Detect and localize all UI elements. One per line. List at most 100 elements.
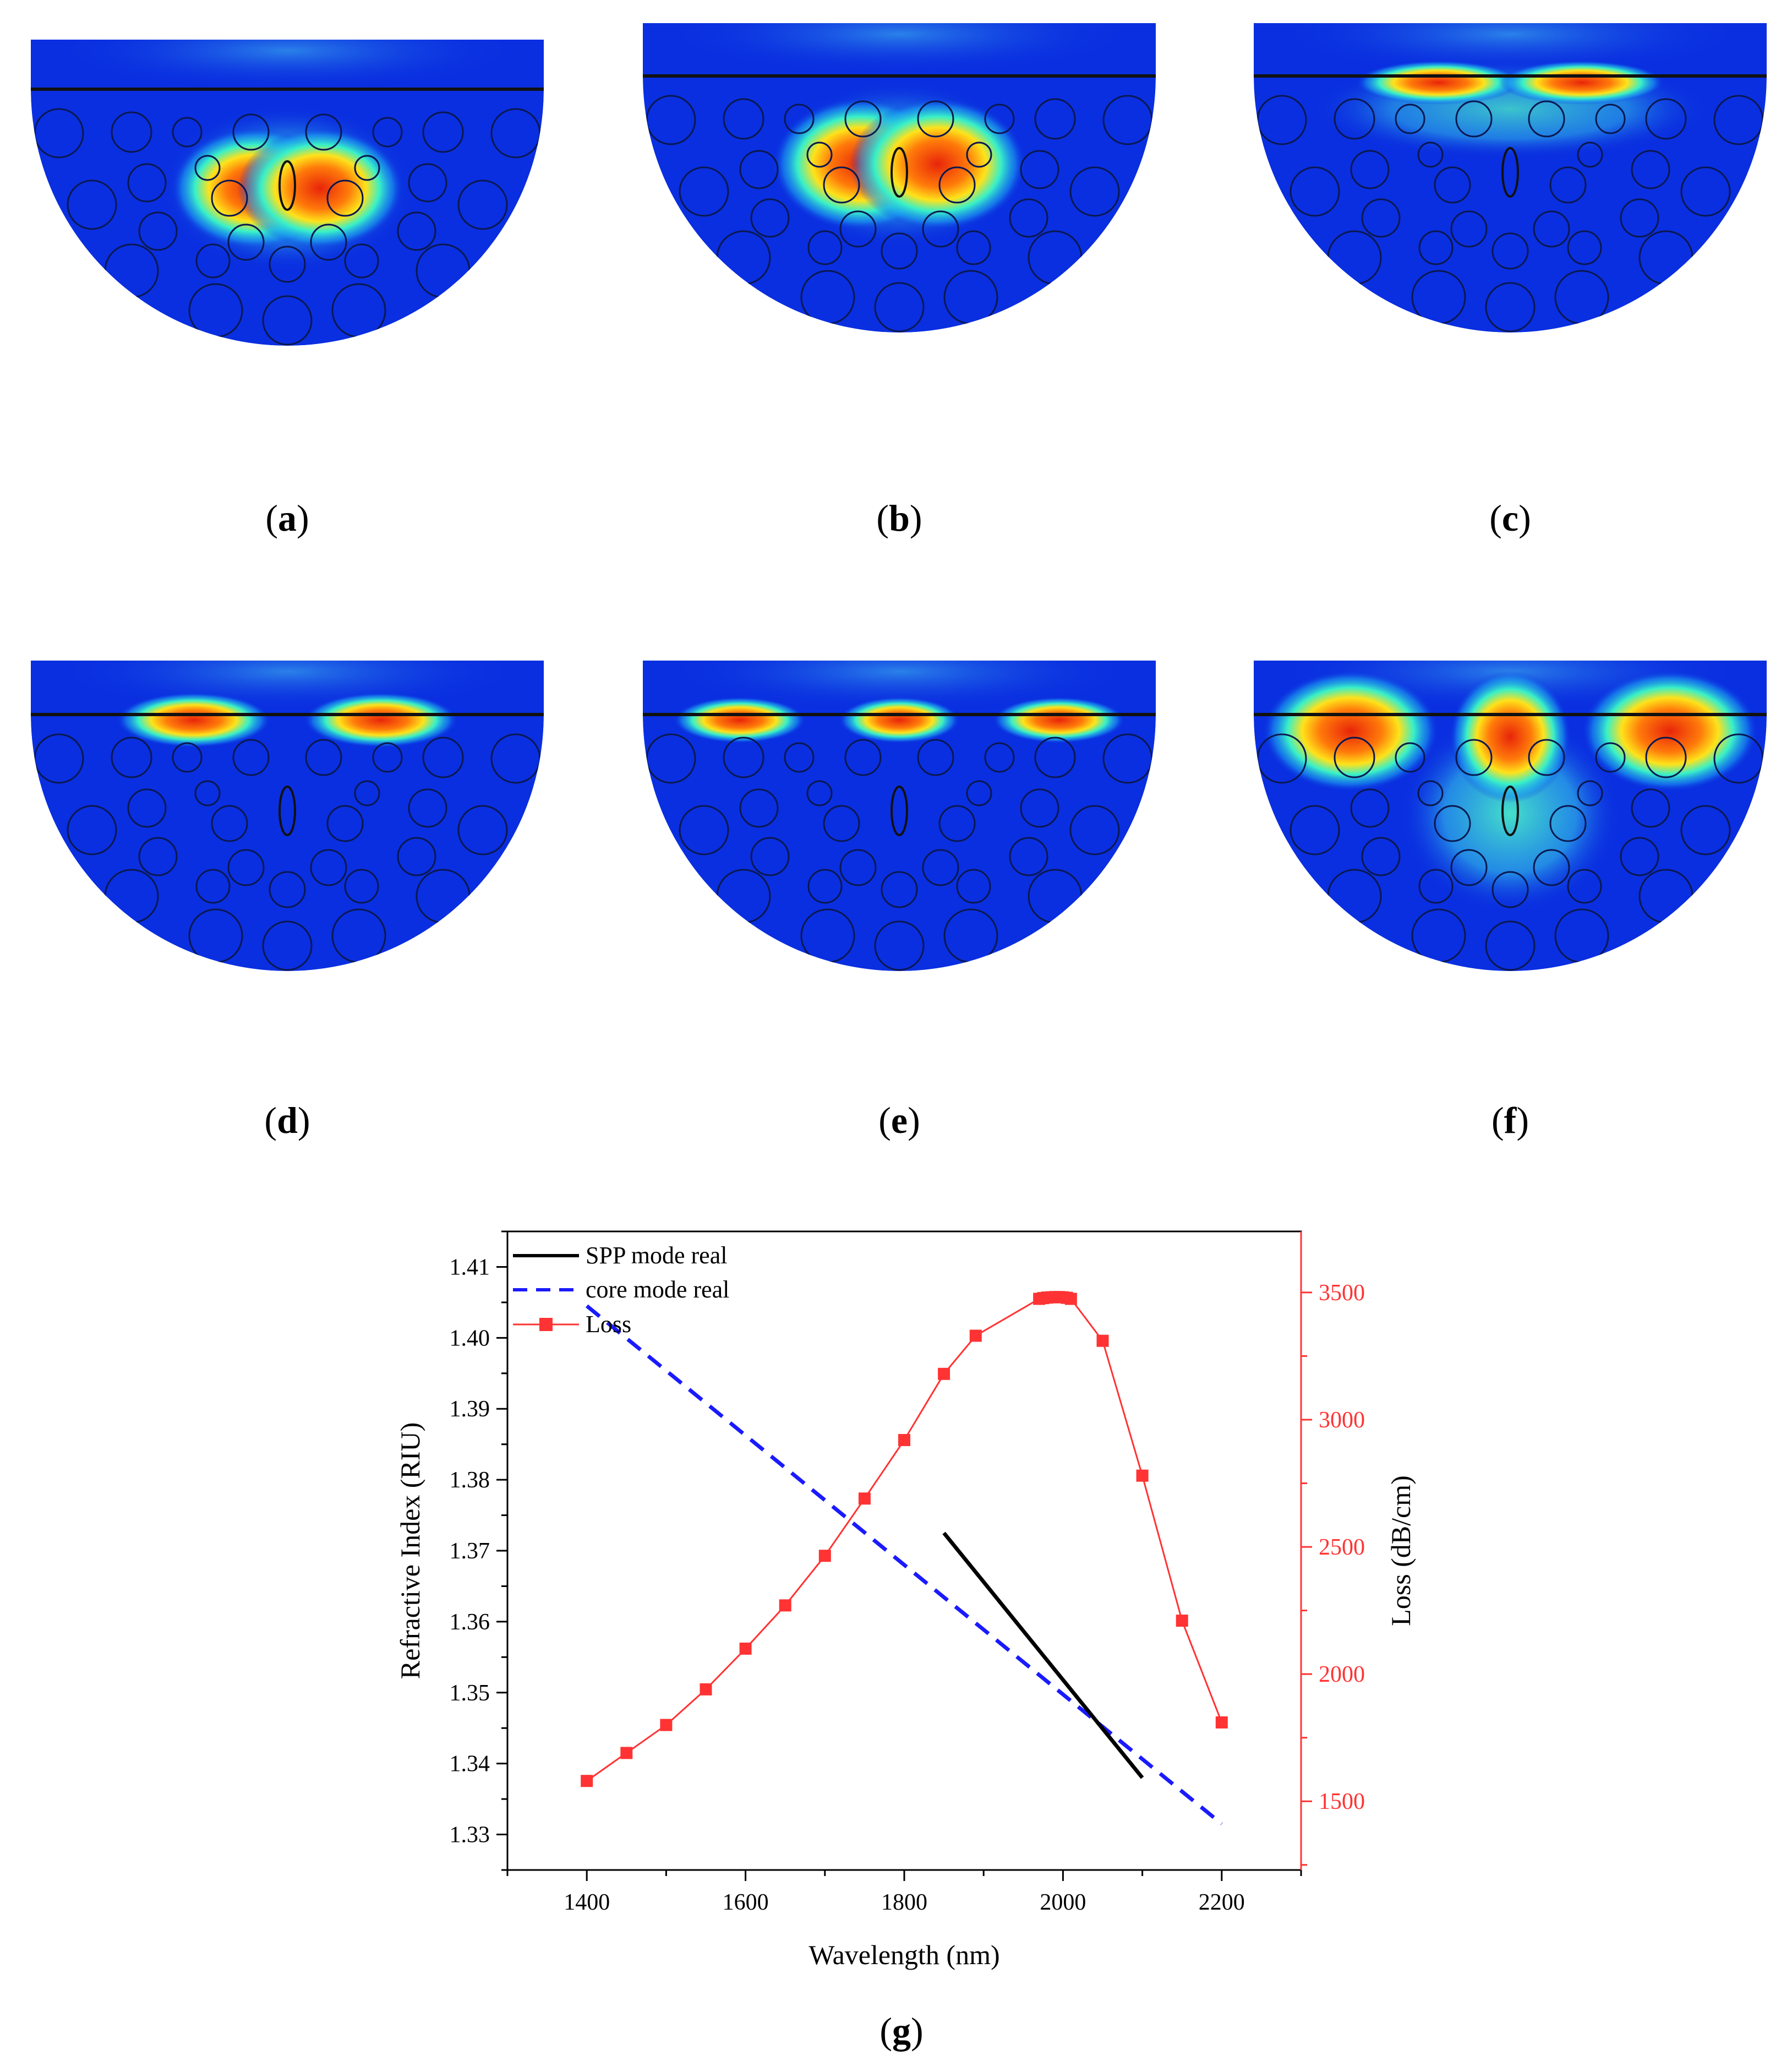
y2-tick-label: 2000 [1319,1662,1365,1687]
air-hole [1034,737,1076,778]
legend-label-core: core mode real [586,1276,729,1303]
air-hole [422,111,464,153]
air-hole [1256,733,1307,784]
mode-field-panel-e [643,661,1156,971]
air-hole [326,179,364,217]
y2-tick-label: 3500 [1319,1280,1365,1306]
loss-marker [620,1747,633,1759]
x-tick-label: 1800 [881,1890,927,1915]
air-hole [881,871,918,908]
caption-b: (b) [876,497,922,539]
air-hole [784,103,815,134]
field-hotspot [1263,670,1439,792]
air-hole [1418,230,1454,265]
x-tick-label: 2200 [1199,1890,1245,1915]
elliptical-core [278,160,296,211]
air-hole [1450,849,1488,886]
air-hole [679,166,729,217]
caption-c: (c) [1489,497,1531,539]
air-hole [1418,869,1454,904]
air-hole [1577,141,1603,168]
elliptical-core [278,786,296,836]
air-hole [1290,166,1340,217]
air-hole [1528,739,1565,776]
air-hole [938,805,976,842]
caption-d: (d) [264,1099,310,1141]
air-hole [823,166,860,204]
air-hole [874,920,925,971]
loss-marker [1215,1716,1228,1729]
air-hole [1334,737,1375,778]
air-hole [844,739,882,776]
air-hole [1533,210,1570,248]
air-hole [490,108,541,159]
air-hole [750,837,790,876]
air-hole [305,739,342,776]
air-hole [344,869,379,904]
air-hole [194,155,221,181]
y-tick-label: 1.36 [450,1610,490,1635]
air-hole [1567,869,1602,904]
air-hole [227,849,265,886]
air-hole [111,737,152,778]
air-hole [646,733,696,784]
air-hole [984,742,1015,773]
x-tick-label: 1600 [723,1890,769,1915]
air-hole [1680,805,1731,855]
air-hole [679,805,729,855]
y2-tick-label: 3000 [1319,1408,1365,1433]
air-hole [1350,788,1390,828]
y2-tick-label: 2500 [1319,1535,1365,1560]
air-hole [1595,103,1626,134]
mode-field-panel-c [1254,23,1767,332]
air-hole [806,141,833,168]
air-hole [1549,166,1587,204]
air-hole [138,837,178,876]
air-hole [750,198,790,238]
y2-axis-title: Loss (dB/cm) [1385,1475,1416,1626]
air-hole [262,920,313,971]
mode-field-panels [31,23,1767,971]
air-hole [408,163,447,203]
air-hole [1645,737,1687,778]
air-hole [172,742,203,773]
field-hotspot [839,697,960,743]
core-mode-line [585,1304,1223,1825]
field-hotspot [850,98,1026,230]
x-tick-label: 1400 [564,1890,610,1915]
air-hole [1395,103,1425,134]
air-hole [966,780,992,806]
air-hole [1491,871,1529,908]
loss-marker [1136,1469,1149,1482]
loss-marker [739,1642,752,1655]
mode-field-panel-f [1254,661,1767,971]
air-hole [457,805,508,855]
air-hole [1020,788,1059,828]
air-hole [269,871,306,908]
air-hole [1069,805,1120,855]
air-hole [1102,733,1153,784]
air-hole [1034,98,1076,140]
air-hole [739,788,779,828]
loss-marker [938,1367,950,1380]
air-hole [1485,920,1536,971]
air-hole [646,95,696,145]
air-hole [422,737,464,778]
y-axis-title: Refractive Index (RIU) [395,1422,425,1679]
air-hole [397,211,436,251]
air-hole [408,788,447,828]
y-tick-label: 1.41 [450,1255,490,1280]
air-hole [1620,837,1659,876]
air-hole [1645,98,1687,140]
air-hole [1577,780,1603,806]
air-hole [344,243,379,279]
air-hole [881,232,918,270]
air-hole [1680,166,1731,217]
air-hole [232,113,270,151]
air-hole [1631,788,1670,828]
elliptical-core [1501,786,1519,836]
air-hole [305,113,342,151]
caption-a: (a) [265,497,309,539]
air-hole [1069,166,1120,217]
air-hole [807,230,843,265]
